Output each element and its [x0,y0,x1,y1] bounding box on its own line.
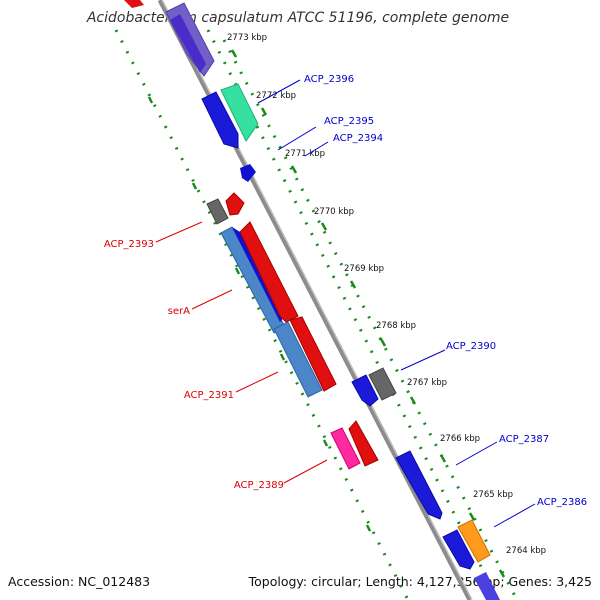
gene-arrow [124,0,144,8]
gene-label-acp-2387: ACP_2387 [499,434,549,445]
tick-label-2771: 2771 kbp [285,149,325,159]
gene-label-acp-2396: ACP_2396 [304,74,354,85]
gene-arrow [220,83,259,142]
gene-label-acp-2394: ACP_2394 [333,133,383,144]
tick-label-2764: 2764 kbp [506,546,546,556]
gene-label-leaders [155,79,536,528]
gene-arrow [240,164,256,182]
gene-arrow [395,450,443,520]
major-ticks [147,49,506,578]
tick-label-2772: 2772 kbp [256,91,296,101]
gene-arrow [170,14,206,73]
gene-arrow [201,91,239,149]
gene-arrow [225,192,245,216]
tick-label-2770: 2770 kbp [314,207,354,217]
tick-label-2768: 2768 kbp [376,321,416,331]
gene-label-acp-2395: ACP_2395 [324,116,374,127]
gene-arrow [206,198,229,225]
genome-summary-text: Topology: circular; Length: 4,127,356 bp… [248,574,592,589]
gene-arrows-reverse [124,0,379,470]
gene-label-acp-2391: ACP_2391 [184,390,234,401]
gene-arrow [368,367,397,401]
tick-label-2773: 2773 kbp [227,33,267,43]
gene-arrow [457,519,491,563]
gene-arrow [289,316,337,392]
gene-arrow [330,427,361,470]
gene-label-sera: serA [168,306,190,317]
tick-label-2766: 2766 kbp [440,434,480,444]
gene-label-acp-2386: ACP_2386 [537,497,587,508]
tick-label-2769: 2769 kbp [344,264,384,274]
gene-arrows [165,2,500,600]
gene-label-acp-2390: ACP_2390 [446,341,496,352]
tick-label-2765: 2765 kbp [473,490,513,500]
gene-arrow [442,529,475,570]
accession-text: Accession: NC_012483 [8,574,150,589]
genome-backbone [157,0,473,600]
gene-label-acp-2393: ACP_2393 [104,239,154,250]
tick-label-2767: 2767 kbp [407,378,447,388]
gene-arrow [474,572,500,600]
gene-label-acp-2389: ACP_2389 [234,480,284,491]
map-title: Acidobacterium capsulatum ATCC 51196, co… [86,10,509,26]
gene-arrow [273,321,323,398]
gene-arrow [351,374,379,407]
gene-arrow [348,420,379,467]
